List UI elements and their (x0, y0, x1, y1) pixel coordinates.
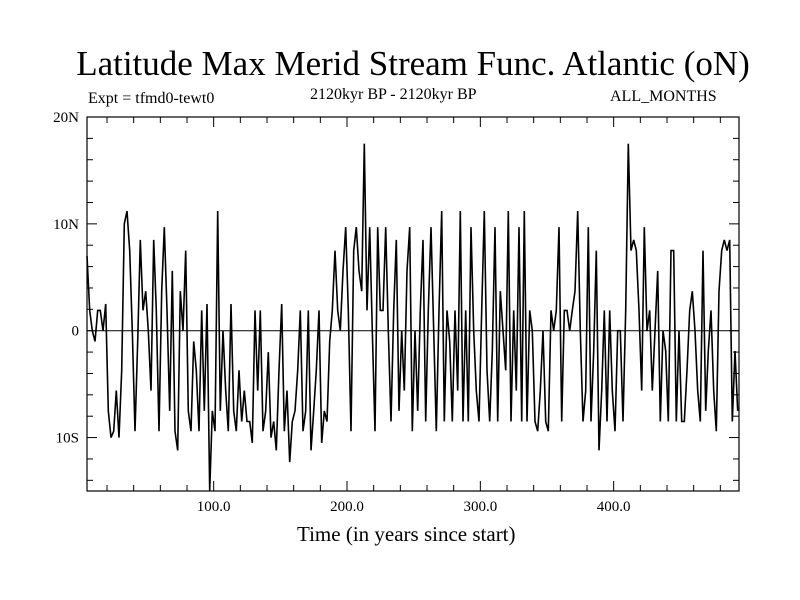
x-tick-label: 400.0 (597, 499, 631, 515)
y-tick-label: 10N (53, 217, 79, 233)
experiment-label: Expt = tfmd0-tewt0 (88, 90, 215, 107)
months-label: ALL_MONTHS (610, 88, 717, 105)
x-tick-label: 100.0 (197, 499, 231, 515)
period-label: 2120kyr BP - 2120kyr BP (310, 86, 477, 103)
plot-frame (86, 116, 740, 492)
series-line (86, 143, 739, 492)
x-tick-label: 200.0 (330, 499, 364, 515)
y-tick-label: 20N (53, 110, 79, 126)
chart-title: Latitude Max Merid Stream Func. Atlantic… (76, 44, 750, 83)
x-tick-label: 300.0 (463, 499, 497, 515)
x-axis-title: Time (in years since start) (297, 522, 516, 546)
y-tick-label: 10S (56, 431, 79, 447)
y-tick-label: 0 (72, 324, 80, 340)
